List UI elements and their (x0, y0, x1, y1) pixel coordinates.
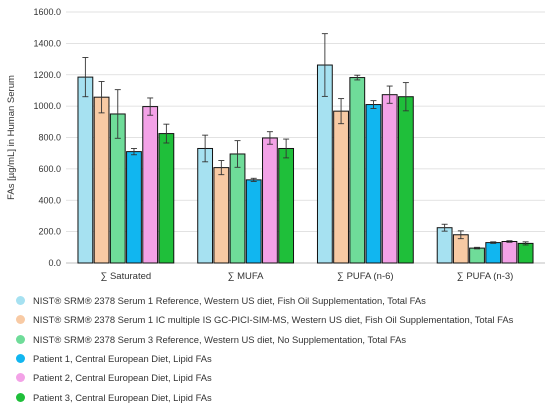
legend-swatch (16, 392, 25, 402)
bar (349, 77, 366, 264)
bar (197, 147, 214, 264)
bar (126, 151, 142, 264)
bars (77, 33, 534, 264)
legend-item: NIST® SRM® 2378 Serum 3 Reference, Weste… (16, 330, 548, 349)
bar (142, 106, 159, 264)
legend-label: Patient 1, Central European Diet, Lipid … (33, 353, 212, 365)
y-tick-label: 600.0 (38, 164, 61, 174)
y-axis-label: FAs [µg/mL] in Human Serum (6, 75, 17, 200)
legend-label: NIST® SRM® 2378 Serum 3 Reference, Weste… (33, 333, 407, 345)
y-tick-label: 800.0 (38, 133, 61, 143)
bar (245, 179, 262, 264)
y-tick-label: 0.0 (48, 258, 61, 268)
y-tick-label: 1600.0 (33, 7, 61, 17)
bar (469, 247, 485, 264)
legend-item: Patient 3, Central European Diet, Lipid … (16, 387, 548, 406)
y-tick-label: 1200.0 (33, 70, 61, 80)
legend-label: NIST® SRM® 2378 Serum 1 Reference, Weste… (33, 295, 426, 307)
legend: NIST® SRM® 2378 Serum 1 Reference, Weste… (16, 291, 548, 407)
bar (381, 94, 398, 264)
legend-item: NIST® SRM® 2378 Serum 1 Reference, Weste… (16, 291, 548, 310)
bar (517, 242, 534, 264)
bar (365, 104, 382, 264)
legend-item: Patient 1, Central European Diet, Lipid … (16, 349, 548, 368)
bar (485, 242, 502, 264)
bar (262, 137, 278, 264)
bar (213, 167, 230, 264)
y-tick-label: 400.0 (38, 195, 61, 205)
legend-swatch (16, 334, 25, 344)
x-tick-label: ∑ PUFA (n-3) (457, 271, 513, 282)
bar (501, 241, 518, 264)
legend-label: Patient 3, Central European Diet, Lipid … (33, 391, 212, 403)
x-tick-label: ∑ MUFA (228, 271, 264, 282)
x-tick-label: ∑ Saturated (101, 271, 152, 282)
bar (158, 133, 175, 264)
y-tick-label: 1400.0 (33, 38, 61, 48)
y-tick-label: 1000.0 (33, 101, 61, 111)
legend-label: Patient 2, Central European Diet, Lipid … (33, 372, 212, 384)
bar (77, 76, 94, 264)
x-tick-label: ∑ PUFA (n-6) (337, 271, 393, 282)
legend-label: NIST® SRM® 2378 Serum 1 IC multiple IS G… (33, 314, 514, 326)
bar (229, 153, 246, 264)
legend-item: Patient 2, Central European Diet, Lipid … (16, 368, 548, 387)
bar (397, 96, 414, 264)
bar (436, 227, 453, 264)
bar-chart: 0.0 200.0 400.0 600.0 800.0 1000.0 1200.0 1400.… (6, 7, 545, 282)
legend-swatch (16, 296, 25, 306)
legend-item: NIST® SRM® 2378 Serum 1 IC multiple IS G… (16, 310, 548, 329)
legend-swatch (16, 373, 25, 383)
legend-swatch (16, 315, 25, 325)
bar (333, 110, 349, 264)
bar (278, 147, 295, 264)
y-tick-label: 200.0 (38, 227, 61, 237)
labels: 0.0 200.0 400.0 600.0 800.0 1000.0 1200.0 1400.… (6, 7, 513, 282)
legend-swatch (16, 354, 25, 364)
bar (93, 96, 110, 264)
